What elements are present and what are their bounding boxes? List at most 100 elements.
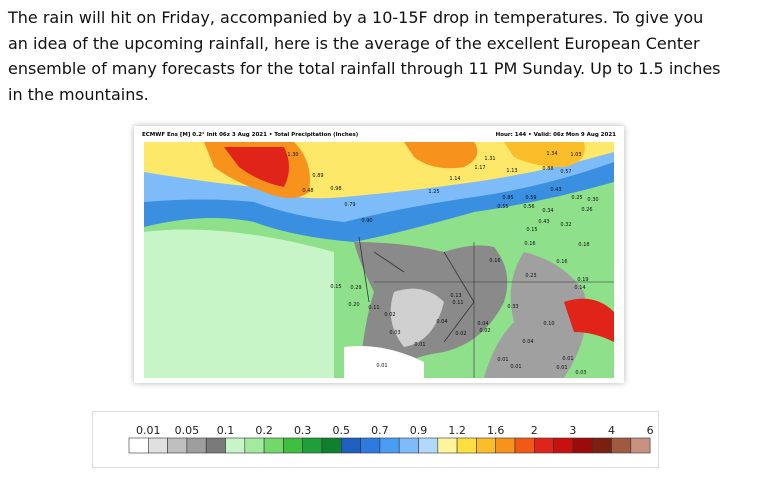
map-value: 1.30 <box>287 152 298 158</box>
legend-label: 3 <box>569 424 576 437</box>
legend-swatch <box>572 437 593 454</box>
legend-swatch <box>186 437 207 454</box>
text-line: ensemble of many forecasts for the total… <box>8 59 721 78</box>
legend-label: 0.1 <box>217 424 235 437</box>
map-value: 0.13 <box>450 293 461 299</box>
map-value: 1.13 <box>506 168 517 174</box>
legend-label: 0.7 <box>371 424 389 437</box>
map-value: 0.04 <box>477 321 488 327</box>
map-value: 0.01 <box>510 364 521 370</box>
map-value: 0.43 <box>538 219 549 225</box>
legend-label: 2 <box>531 424 538 437</box>
legend-swatch <box>514 437 535 454</box>
map-value: 0.03 <box>389 330 400 336</box>
legend-label: 1.6 <box>487 424 505 437</box>
map-value: 0.11 <box>368 305 379 311</box>
map-value: 0.20 <box>348 302 359 308</box>
legend-swatch <box>360 437 381 454</box>
legend-label: 0.05 <box>175 424 200 437</box>
map-value: 0.29 <box>350 285 361 291</box>
map-value: 0.02 <box>479 328 490 334</box>
legend-label: 0.5 <box>333 424 351 437</box>
legend-swatch <box>418 437 439 454</box>
legend-label: 4 <box>608 424 615 437</box>
legend-swatch <box>244 437 265 454</box>
map-value: 0.01 <box>376 363 387 369</box>
map-value: 0.01 <box>497 357 508 363</box>
map-value: 0.98 <box>330 186 341 192</box>
legend-swatch <box>476 437 496 454</box>
map-value: 0.18 <box>578 242 589 248</box>
map-value: 1.03 <box>570 152 581 158</box>
legend-swatch <box>437 437 458 454</box>
color-legend: 0.01 0.05 0.1 0.2 0.3 0.5 0.7 0.9 1.2 1.6 2 3 4 6 <box>92 411 659 468</box>
map-value: 0.89 <box>312 173 323 179</box>
map-value: 0.04 <box>436 319 447 325</box>
map-value: 0.85 <box>502 195 513 201</box>
map-title: ECMWF Ens [M] 0.2° Init 06z 3 Aug 2021 •… <box>142 132 359 138</box>
map-value: 0.11 <box>452 300 463 306</box>
legend-swatch <box>283 437 303 454</box>
legend-swatch <box>379 437 400 454</box>
legend-swatch <box>263 437 284 454</box>
map-value: 0.14 <box>574 285 585 291</box>
legend-swatch <box>611 437 632 454</box>
map-value: 0.01 <box>414 342 425 348</box>
map: ECMWF Ens [M] 0.2° Init 06z 3 Aug 2021 •… <box>134 126 624 383</box>
article: The rain will hit on Friday, accompanied… <box>8 5 758 107</box>
map-value: 0.01 <box>556 365 567 371</box>
legend-swatch <box>553 437 574 454</box>
map-value: 0.01 <box>562 356 573 362</box>
legend-swatch <box>456 437 477 454</box>
legend-swatch <box>341 437 361 454</box>
map-value: 0.59 <box>525 195 536 201</box>
map-value: 0.32 <box>560 222 571 228</box>
legend-swatch <box>591 437 612 454</box>
map-value: 0.16 <box>556 259 567 265</box>
map-value: 1.14 <box>449 176 460 182</box>
map-value: 0.25 <box>571 195 582 201</box>
legend-label: 0.01 <box>136 424 161 437</box>
map-value: 1.31 <box>484 156 495 162</box>
map-value: 0.15 <box>526 227 537 233</box>
map-value: 0.04 <box>522 339 533 345</box>
map-value: 0.10 <box>543 321 554 327</box>
text-line: in the mountains. <box>8 84 149 104</box>
legend-label: 1.2 <box>448 424 466 437</box>
map-value: 0.33 <box>507 304 518 310</box>
map-value: 0.88 <box>542 166 553 172</box>
legend-swatch <box>630 437 651 454</box>
map-value: 1.34 <box>546 151 557 157</box>
map-value: 0.43 <box>550 187 561 193</box>
map-value: 0.34 <box>542 208 553 214</box>
map-value: 0.02 <box>455 331 466 337</box>
legend-label: 0.9 <box>410 424 428 437</box>
map-value: 0.56 <box>523 204 534 210</box>
legend-swatch <box>128 437 149 454</box>
legend-swatch <box>398 437 419 454</box>
legend-swatch <box>167 437 188 454</box>
map-value: 0.02 <box>384 312 395 318</box>
map-value: 0.15 <box>330 284 341 290</box>
map-value: 0.48 <box>302 188 313 194</box>
legend-swatch <box>225 437 246 454</box>
map-value: 0.16 <box>524 241 535 247</box>
legend-swatch <box>205 437 226 454</box>
map-value: 0.19 <box>577 277 588 283</box>
legend-label: 0.2 <box>255 424 273 437</box>
map-value: 0.30 <box>587 197 598 203</box>
map-value: 1.17 <box>474 165 485 171</box>
legend-swatch <box>495 437 516 454</box>
map-value: 0.55 <box>497 204 508 210</box>
map-value: 0.26 <box>581 207 592 213</box>
map-value: 0.16 <box>489 258 500 264</box>
map-value: 0.23 <box>525 273 536 279</box>
legend-label: 6 <box>647 424 654 437</box>
legend-swatch <box>147 437 168 454</box>
text-line: The rain will hit on Friday, accompanied… <box>8 8 704 27</box>
map-value: 0.90 <box>361 218 372 224</box>
legend-label: 0.3 <box>294 424 312 437</box>
map-value: 0.57 <box>560 169 571 175</box>
map-value: 0.79 <box>344 202 355 208</box>
